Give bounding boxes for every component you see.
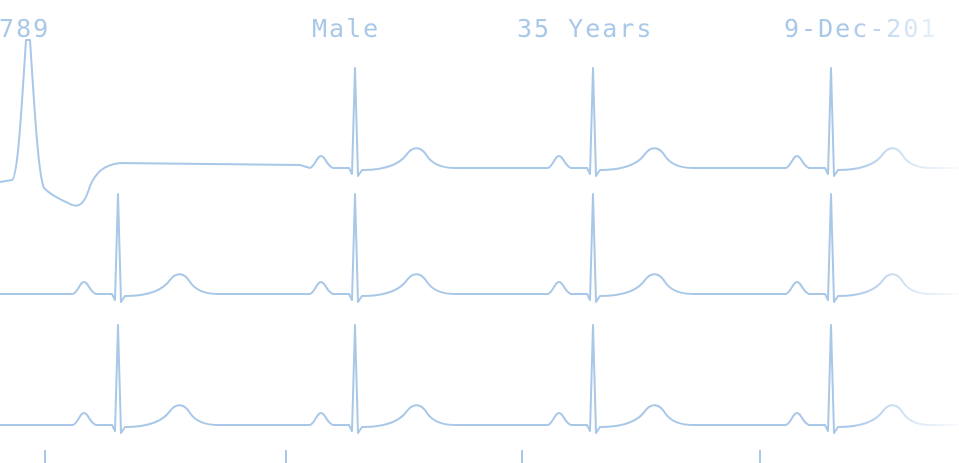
- patient-age-label: 35 Years: [517, 14, 654, 43]
- record-date-label: 9-Dec-201: [784, 14, 938, 43]
- patient-sex-label: Male: [312, 14, 381, 43]
- ecg-lead-3-trace: [0, 324, 959, 434]
- ecg-lead-2-trace: [0, 193, 959, 303]
- ecg-lead-1-trace: [0, 39, 959, 207]
- patient-id-label: 6789: [0, 14, 51, 43]
